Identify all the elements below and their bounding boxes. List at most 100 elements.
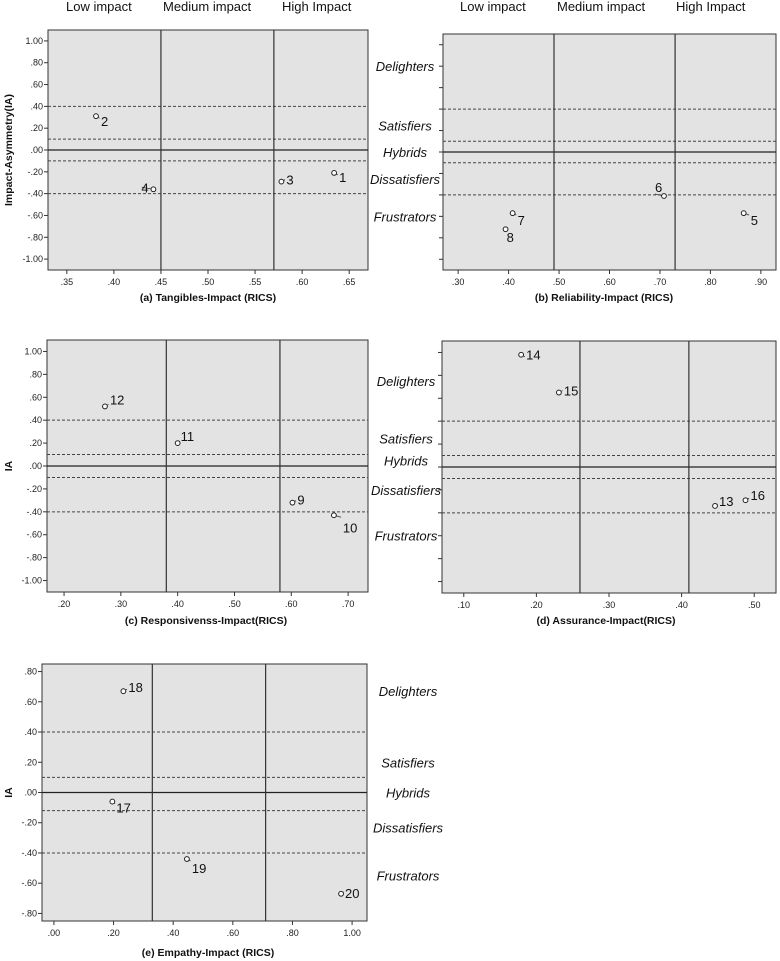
point-label-1: 1	[339, 170, 346, 185]
y-tick-label: .60	[30, 80, 43, 90]
x-tick-label: .20	[58, 599, 71, 609]
zone-label-frustrators: Frustrators	[375, 529, 438, 544]
x-tick-label: .00	[48, 928, 61, 938]
y-tick-label: -.40	[27, 189, 43, 199]
x-tick-label: .40	[167, 928, 180, 938]
scatter-chart-3: .20 .30 .40 .50 .60 .70 1.00 .80 .60 .40 .20 .00 -.2…	[3, 339, 369, 627]
x-tick-label: .80	[286, 928, 299, 938]
x-tick-label: .40	[171, 599, 184, 609]
x-tick-label: .30	[603, 600, 616, 610]
x-tick-label: .50	[228, 599, 241, 609]
y-tick-label: -.80	[21, 908, 37, 918]
x-tick-label: .30	[452, 277, 465, 287]
scatter-chart-1: .35 .40 .45 .50 .55 .60 .65 1.00 .80 .60 .40 .20 .00…	[3, 0, 369, 304]
y-tick-label: .20	[24, 757, 37, 767]
zone-label-dissatisfiers: Dissatisfiers	[373, 820, 444, 835]
y-axis-label: IA	[3, 787, 15, 798]
x-tick-label: .30	[115, 599, 128, 609]
impact-band-label: Low impact	[66, 0, 132, 14]
impact-band-label: High Impact	[282, 0, 352, 14]
zone-label-delighters: Delighters	[379, 684, 438, 699]
x-tick-label: .80	[704, 277, 717, 287]
point-label-13: 13	[719, 494, 733, 509]
data-point-13	[712, 503, 718, 509]
x-tick-label: .45	[155, 277, 168, 287]
y-tick-label: 1.00	[24, 346, 42, 356]
y-axis-label: IA	[3, 460, 15, 471]
x-tick-label: .60	[285, 599, 298, 609]
y-tick-label: .80	[24, 667, 37, 677]
point-label-20: 20	[345, 886, 359, 901]
zone-label-dissatisfiers: Dissatisfiers	[370, 172, 441, 187]
x-tick-label: .50	[553, 277, 566, 287]
data-point-20	[338, 890, 344, 897]
y-tick-label: .80	[29, 369, 42, 379]
y-tick-label: .40	[30, 101, 43, 111]
y-tick-label: .40	[24, 727, 37, 737]
x-tick-label: .60	[603, 277, 616, 287]
data-point-18	[120, 688, 127, 695]
zone-label-delighters: Delighters	[376, 59, 435, 74]
data-point-1	[331, 170, 338, 176]
zone-label-dissatisfiers: Dissatisfiers	[371, 483, 442, 498]
zone-label-frustrators: Frustrators	[374, 209, 437, 224]
point-label-5: 5	[751, 213, 758, 228]
point-label-4: 4	[141, 180, 148, 195]
y-tick-label: .00	[24, 788, 37, 798]
data-point-14	[518, 351, 525, 358]
x-axis-label: (a) Tangibles-Impact (RICS)	[140, 292, 276, 304]
y-tick-label: -.40	[21, 848, 37, 858]
y-tick-label: -.20	[26, 484, 42, 494]
point-label-15: 15	[564, 384, 578, 399]
point-label-11: 11	[181, 429, 195, 444]
y-tick-label: .20	[30, 123, 43, 133]
y-tick-label: -.40	[26, 507, 42, 517]
point-label-12: 12	[110, 392, 124, 407]
y-axis-label: Impact-Asymmetry(IA)	[3, 94, 15, 206]
y-tick-label: .40	[29, 415, 42, 425]
data-point-10	[331, 512, 337, 519]
y-tick-label: .20	[29, 438, 42, 448]
zone-label-satisfiers: Satisfiers	[378, 119, 432, 134]
data-point-9	[289, 499, 296, 506]
point-label-6: 6	[655, 180, 662, 195]
y-tick-label: -.80	[27, 232, 43, 242]
y-tick-label: -.20	[27, 167, 43, 177]
data-point-6	[661, 193, 667, 199]
zone-label-satisfiers: Satisfiers	[379, 431, 433, 446]
y-tick-label: .00	[30, 145, 43, 155]
impact-band-label: Medium impact	[557, 0, 646, 14]
y-tick-label: -.20	[21, 818, 37, 828]
zone-label-frustrators: Frustrators	[377, 869, 440, 884]
y-tick-label: 1.00	[25, 36, 43, 46]
zone-label-hybrids: Hybrids	[386, 786, 431, 801]
point-label-16: 16	[751, 488, 765, 503]
x-axis-label: (e) Empathy-Impact (RICS)	[142, 947, 274, 959]
x-tick-label: .40	[502, 277, 515, 287]
data-point-17	[109, 798, 116, 805]
scatter-chart-4: .10 .20 .30 .40 .50 (d) Assurance-Impact(RICS…	[371, 340, 777, 627]
point-label-17: 17	[116, 801, 130, 816]
x-tick-label: .20	[530, 600, 543, 610]
x-tick-label: .90	[755, 277, 768, 287]
impact-band-label: Low impact	[460, 0, 526, 14]
y-tick-label: -.60	[21, 878, 37, 888]
zone-label-satisfiers: Satisfiers	[381, 755, 435, 770]
y-tick-label: .00	[29, 461, 42, 471]
y-tick-label: .60	[24, 697, 37, 707]
point-label-7: 7	[518, 213, 525, 228]
y-tick-label: -.60	[26, 530, 42, 540]
y-tick-label: -1.00	[22, 254, 43, 264]
point-label-9: 9	[297, 493, 304, 508]
x-tick-label: .55	[249, 277, 262, 287]
data-point-19	[184, 856, 190, 862]
zone-label-delighters: Delighters	[377, 374, 436, 389]
x-tick-label: .50	[202, 277, 215, 287]
x-tick-label: .50	[748, 600, 761, 610]
zone-label-hybrids: Hybrids	[384, 454, 429, 469]
point-label-19: 19	[192, 861, 206, 876]
x-axis-label: (b) Reliability-Impact (RICS)	[535, 292, 673, 304]
y-tick-label: .60	[29, 392, 42, 402]
point-label-2: 2	[101, 114, 108, 129]
